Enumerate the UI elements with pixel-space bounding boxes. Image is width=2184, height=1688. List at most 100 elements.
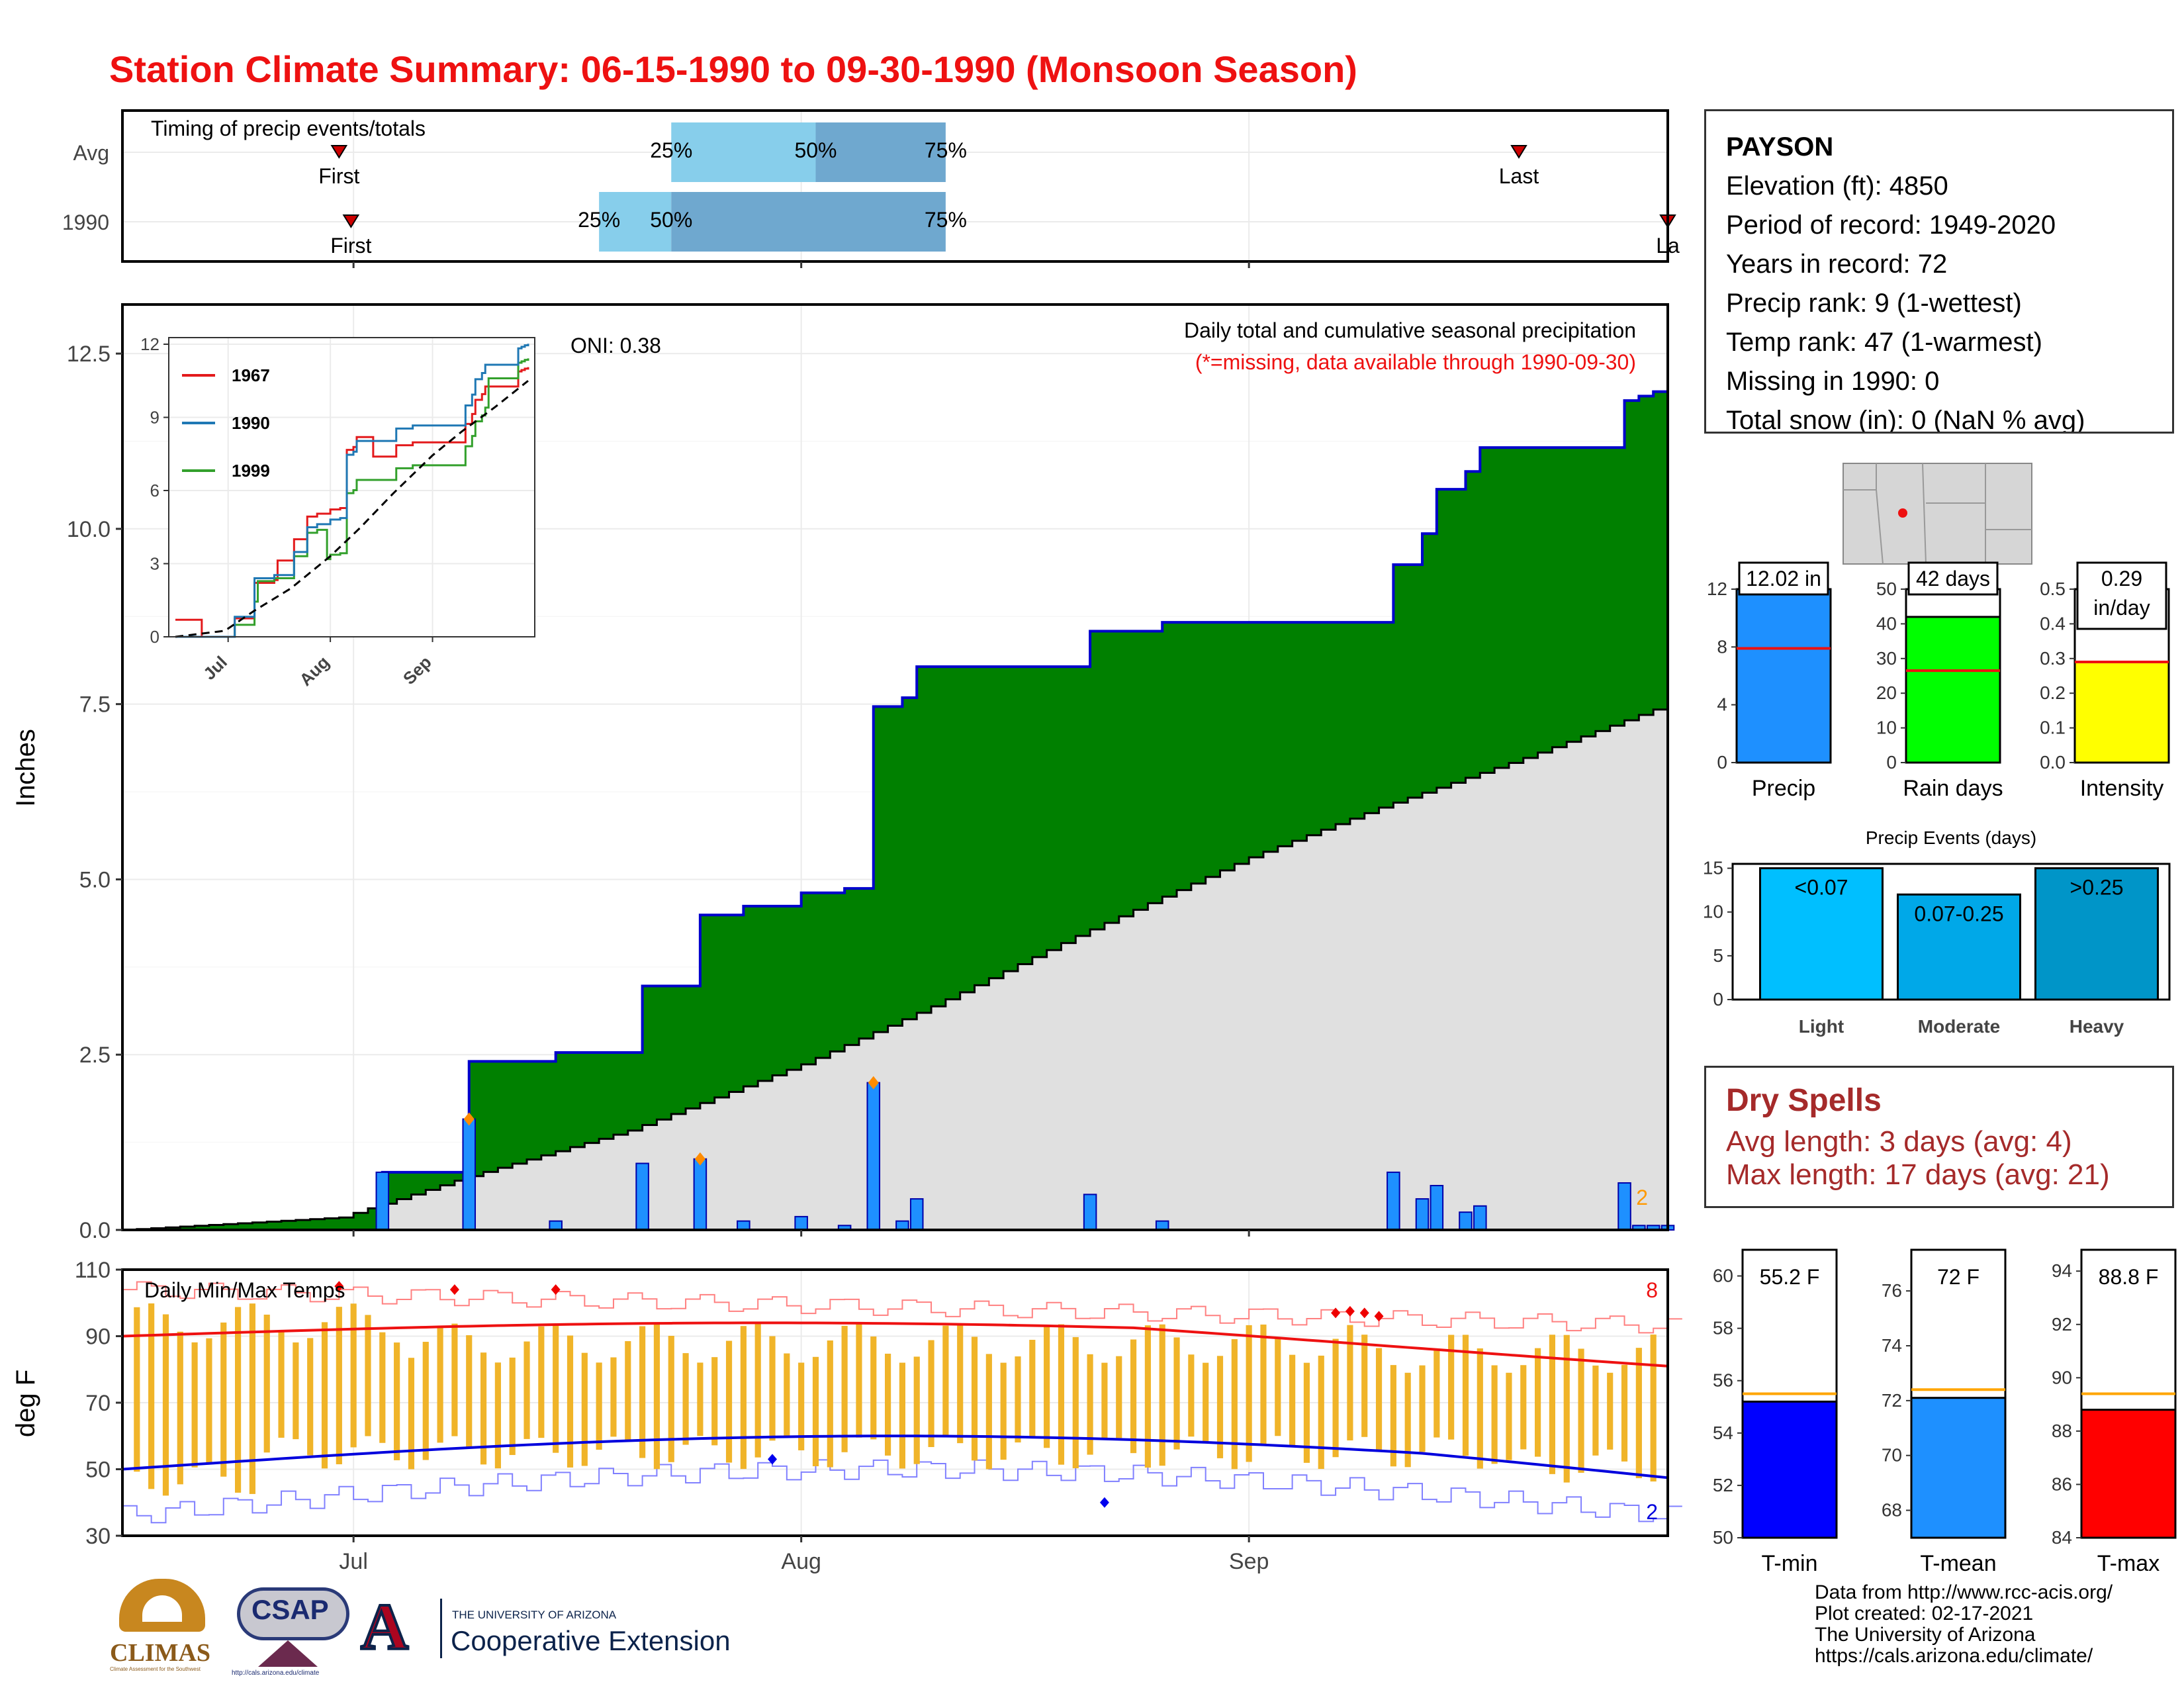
ua-small-text: THE UNIVERSITY OF ARIZONA bbox=[452, 1609, 617, 1621]
temp-xtick-label: Aug bbox=[781, 1549, 821, 1574]
daily-temp-bar bbox=[1549, 1335, 1556, 1474]
daily-temp-bar bbox=[379, 1332, 386, 1443]
state-map bbox=[1843, 463, 2032, 565]
csap-logo: CSAP http://cals.arizona.edu/climate bbox=[232, 1582, 354, 1678]
daily-temp-bar bbox=[625, 1341, 631, 1441]
precip-events-category-label: Moderate bbox=[1918, 1016, 2000, 1037]
station-detail-line: Precip rank: 9 (1-wettest) bbox=[1726, 289, 2022, 318]
daily-temp-bar bbox=[827, 1340, 833, 1468]
record-high-marker bbox=[449, 1284, 459, 1295]
daily-temp-bar bbox=[1390, 1365, 1396, 1467]
csap-logo-text: CSAP bbox=[251, 1594, 329, 1625]
daily-temp-bar bbox=[249, 1303, 255, 1494]
temp-t-max-tick-label: 86 bbox=[2052, 1474, 2072, 1494]
timing-row-label: Avg bbox=[73, 141, 109, 165]
temp-t-max-label: T-max bbox=[2097, 1551, 2160, 1576]
daily-temp-bar bbox=[1535, 1348, 1541, 1457]
timing-quartile-bar-50-75 bbox=[671, 192, 946, 252]
summary-rain-days-tick-label: 20 bbox=[1876, 682, 1897, 703]
daily-temp-bar bbox=[1375, 1348, 1383, 1451]
summary-value-box bbox=[1907, 561, 1999, 596]
precip-events-bar-label: >0.25 bbox=[2070, 876, 2124, 900]
first-event-label: First bbox=[318, 164, 359, 188]
summary-value-box bbox=[2076, 561, 2167, 630]
inset-ytick-label: 3 bbox=[150, 554, 159, 574]
state-borders bbox=[1843, 463, 2032, 565]
csap-mountain bbox=[258, 1640, 318, 1667]
temp-ytick-label: 90 bbox=[85, 1325, 111, 1350]
daily-temp-bar bbox=[394, 1342, 400, 1460]
oni-label: ONI: 0.38 bbox=[570, 334, 661, 357]
summary-precip-tick-label: 8 bbox=[1717, 636, 1727, 657]
temp-ytick-label: 110 bbox=[75, 1258, 111, 1283]
daily-temp-bar bbox=[1563, 1335, 1570, 1483]
station-detail-line: Years in record: 72 bbox=[1726, 250, 1948, 279]
temp-value-label: 55.2 F bbox=[1760, 1265, 1820, 1289]
daily-temp-bar bbox=[278, 1332, 285, 1438]
record-high-line bbox=[122, 1281, 1682, 1334]
station-info-box: PAYSON Elevation (ft): 4850 Period of rec… bbox=[1704, 109, 2174, 434]
climas-logo-subtext: Climate Assessment for the Southwest bbox=[110, 1666, 201, 1672]
timing-quartile-bar-25-50 bbox=[599, 192, 672, 252]
summary-value-label: 12.02 in bbox=[1746, 567, 1821, 590]
temp-panel-title: Daily Min/Max Temps bbox=[144, 1278, 345, 1302]
daily-temp-bar bbox=[971, 1336, 978, 1461]
temp-t-min-value-bar bbox=[1741, 1400, 1838, 1539]
avg-cumulative-area bbox=[122, 704, 1668, 1230]
daily-temp-bar bbox=[321, 1322, 328, 1469]
temp-ylabel: deg F bbox=[11, 1370, 40, 1437]
daily-precip-bar bbox=[693, 1158, 707, 1231]
inset-legend-label: 1999 bbox=[232, 461, 270, 481]
daily-temp-bar bbox=[1173, 1337, 1180, 1450]
daily-temp-bar bbox=[1072, 1336, 1079, 1469]
precip-panel-border bbox=[121, 303, 1669, 1231]
summary-intensity-tick-label: 0.0 bbox=[2040, 752, 2066, 773]
daily-temp-bar bbox=[711, 1357, 718, 1446]
daily-temp-bar bbox=[234, 1307, 242, 1493]
temp-t-mean-tick-label: 74 bbox=[1882, 1335, 1902, 1356]
daily-temp-bar bbox=[942, 1325, 949, 1436]
inset-border bbox=[168, 337, 535, 637]
temp-t-min-tick-label: 60 bbox=[1713, 1266, 1733, 1286]
timing-q75-label: 75% bbox=[925, 208, 967, 232]
above-average-area bbox=[122, 387, 1668, 1231]
missing-count-label: 2 bbox=[1636, 1186, 1648, 1209]
daily-temp-bar bbox=[509, 1357, 516, 1456]
summary-rain-days-tick-label: 10 bbox=[1876, 718, 1897, 738]
temp-t-min-tick-label: 58 bbox=[1713, 1318, 1733, 1338]
timing-q50-label: 50% bbox=[794, 138, 837, 162]
precip-events-tick-label: 0 bbox=[1713, 989, 1723, 1009]
daily-temp-bar bbox=[769, 1336, 776, 1441]
daily-temp-bar bbox=[134, 1307, 140, 1472]
daily-temp-bar bbox=[725, 1340, 733, 1463]
precip-ytick-label: 12.5 bbox=[67, 342, 111, 367]
summary-intensity-tick-label: 0.4 bbox=[2040, 613, 2066, 633]
cumulative-1990-line bbox=[122, 387, 1669, 1231]
first-event-marker bbox=[342, 214, 360, 228]
timing-panel-border bbox=[121, 109, 1669, 263]
temp-xtick-label: Jul bbox=[339, 1549, 367, 1574]
temp-ytick-label: 30 bbox=[85, 1524, 111, 1549]
precip-ytick-label: 5.0 bbox=[79, 867, 111, 892]
timing-q50-label: 50% bbox=[650, 208, 692, 232]
daily-temp-bar bbox=[1477, 1348, 1483, 1469]
precip-ytick-label: 0.0 bbox=[79, 1218, 111, 1243]
daily-temp-bar bbox=[899, 1362, 905, 1469]
record-high-count: 8 bbox=[1646, 1278, 1658, 1302]
csap-url: http://cals.arizona.edu/climate bbox=[232, 1669, 320, 1677]
station-name: PAYSON bbox=[1726, 132, 1834, 162]
last-event-label: Last bbox=[1499, 164, 1539, 188]
record-low-count: 2 bbox=[1646, 1500, 1658, 1524]
daily-temp-bar bbox=[885, 1353, 891, 1456]
daily-temp-bar bbox=[408, 1358, 415, 1470]
daily-temp-bar bbox=[1578, 1348, 1584, 1473]
temp-t-max-tick-label: 94 bbox=[2052, 1260, 2072, 1281]
temp-value-label: 88.8 F bbox=[2099, 1265, 2159, 1289]
temp-t-min-tick-label: 54 bbox=[1713, 1423, 1733, 1443]
timing-panel-title: Timing of precip events/totals bbox=[151, 117, 426, 140]
inset-series-1999 bbox=[175, 358, 529, 638]
daily-temp-bar bbox=[148, 1303, 155, 1489]
daily-precip-bar bbox=[895, 1220, 909, 1231]
daily-temp-bar bbox=[307, 1338, 314, 1456]
